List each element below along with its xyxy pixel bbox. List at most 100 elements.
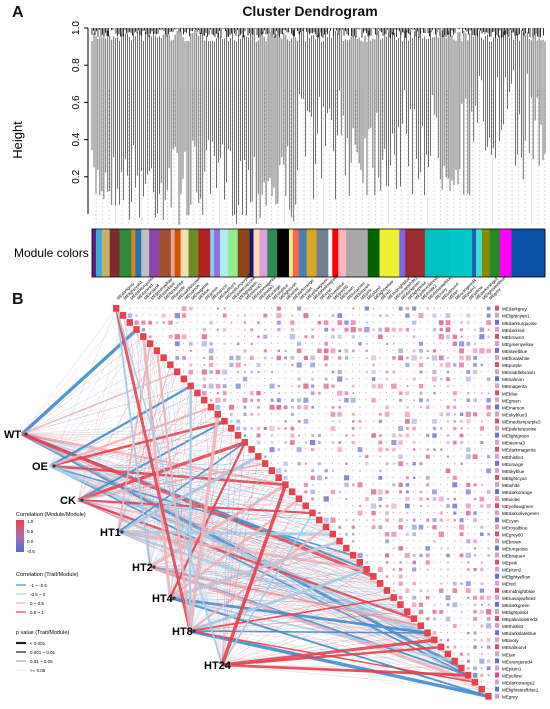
trait-module-link (150, 343, 223, 666)
module-label-swatch (495, 425, 499, 431)
heatmap-cell (318, 391, 321, 395)
heatmap-cell (359, 526, 361, 528)
heatmap-cell (290, 433, 295, 438)
heatmap-cell (454, 526, 456, 528)
heatmap-cell (325, 483, 327, 485)
heatmap-cell (276, 313, 282, 319)
heatmap-cell (453, 307, 455, 309)
diagonal-cell (255, 453, 262, 460)
trait-module-link (189, 611, 408, 632)
heatmap-cell (460, 455, 462, 457)
module-label-right: MElightsteelblue1 (502, 688, 539, 693)
heatmap-cell (398, 306, 403, 311)
heatmap-cell (399, 476, 401, 478)
heatmap-cell (440, 349, 442, 351)
module-color-segment (174, 229, 181, 277)
heatmap-cell (413, 610, 416, 613)
heatmap-cell (311, 413, 313, 415)
trait-module-link (21, 433, 334, 535)
heatmap-cell (298, 427, 300, 430)
heatmap-cell (386, 420, 388, 422)
heatmap-cell (222, 369, 228, 375)
module-label-swatch (495, 587, 499, 593)
heatmap-cell (472, 412, 478, 417)
heatmap-cell (480, 575, 482, 577)
trait-module-link (116, 308, 191, 632)
trait-module-link (221, 664, 482, 690)
heatmap-cell (331, 483, 333, 485)
trait-module-link (49, 308, 117, 467)
heatmap-cell (203, 314, 205, 316)
heatmap-cell (480, 504, 484, 508)
heatmap-cell (440, 540, 442, 542)
heatmap-cell (291, 462, 293, 464)
trait-module-link (183, 379, 223, 666)
trait-module-link (77, 499, 306, 507)
heatmap-cell (250, 385, 252, 387)
module-color-segment (220, 229, 229, 277)
heatmap-cell (269, 383, 275, 389)
trait-module-link (189, 625, 421, 632)
heatmap-cell (303, 419, 309, 424)
heatmap-cell (338, 307, 340, 309)
heatmap-cell (474, 307, 476, 309)
module-label-right: MEdarkgrey (502, 307, 527, 312)
heatmap-cell (465, 503, 471, 509)
heatmap-cell (465, 581, 471, 587)
heatmap-cell (284, 392, 286, 394)
heatmap-cell (452, 581, 457, 586)
heatmap-cell (311, 427, 313, 429)
heatmap-cell (338, 483, 340, 485)
heatmap-cell (419, 335, 421, 337)
heatmap-cell (162, 307, 164, 309)
trait-module-link (49, 464, 286, 487)
heatmap-cell (337, 447, 343, 452)
heatmap-cell (257, 342, 259, 344)
heatmap-cell (480, 582, 484, 586)
heatmap-cell (372, 413, 374, 415)
heatmap-cell (460, 399, 462, 401)
heatmap-cell (473, 518, 478, 523)
heatmap-cell (398, 440, 403, 445)
diagonal-cell (194, 389, 201, 397)
heatmap-cell (426, 617, 430, 621)
heatmap-cell (366, 554, 368, 557)
heatmap-cell (359, 307, 361, 309)
heatmap-cell (481, 420, 483, 423)
module-label-right: MEdarkturquoise (502, 321, 537, 326)
module-color-segment (227, 229, 239, 277)
heatmap-cell (331, 441, 335, 444)
heatmap-cell (174, 341, 180, 347)
heatmap-cell (323, 348, 329, 354)
heatmap-cell (257, 321, 260, 324)
trait-module-link (221, 661, 455, 666)
heatmap-cell (331, 378, 333, 380)
heatmap-cell (243, 370, 247, 374)
heatmap-cell (304, 476, 306, 478)
heatmap-cell (264, 307, 266, 309)
heatmap-cell (311, 371, 314, 373)
heatmap-cell (317, 348, 322, 354)
heatmap-cell (378, 475, 383, 480)
heatmap-cell (413, 370, 415, 372)
heatmap-cell (479, 327, 485, 332)
heatmap-cell (413, 363, 415, 365)
heatmap-cell (345, 490, 347, 492)
trait-module-link (77, 499, 367, 570)
heatmap-cell (392, 568, 396, 571)
heatmap-cell (188, 341, 193, 346)
heatmap-cell (460, 462, 463, 465)
heatmap-cell (399, 335, 401, 337)
heatmap-cell (440, 399, 443, 402)
heatmap-cell (357, 447, 363, 452)
heatmap-cell (237, 328, 239, 330)
dendrogram-y-axis-label: Height (10, 121, 25, 159)
module-label-right: MEdarkgreen (502, 603, 530, 608)
heatmap-cell (250, 370, 253, 374)
heatmap-cell (413, 497, 415, 499)
heatmap-cell (189, 349, 192, 352)
trait-module-link (21, 433, 313, 514)
heatmap-cell (433, 512, 435, 514)
heatmap-cell (325, 314, 327, 316)
heatmap-cell (460, 370, 462, 372)
